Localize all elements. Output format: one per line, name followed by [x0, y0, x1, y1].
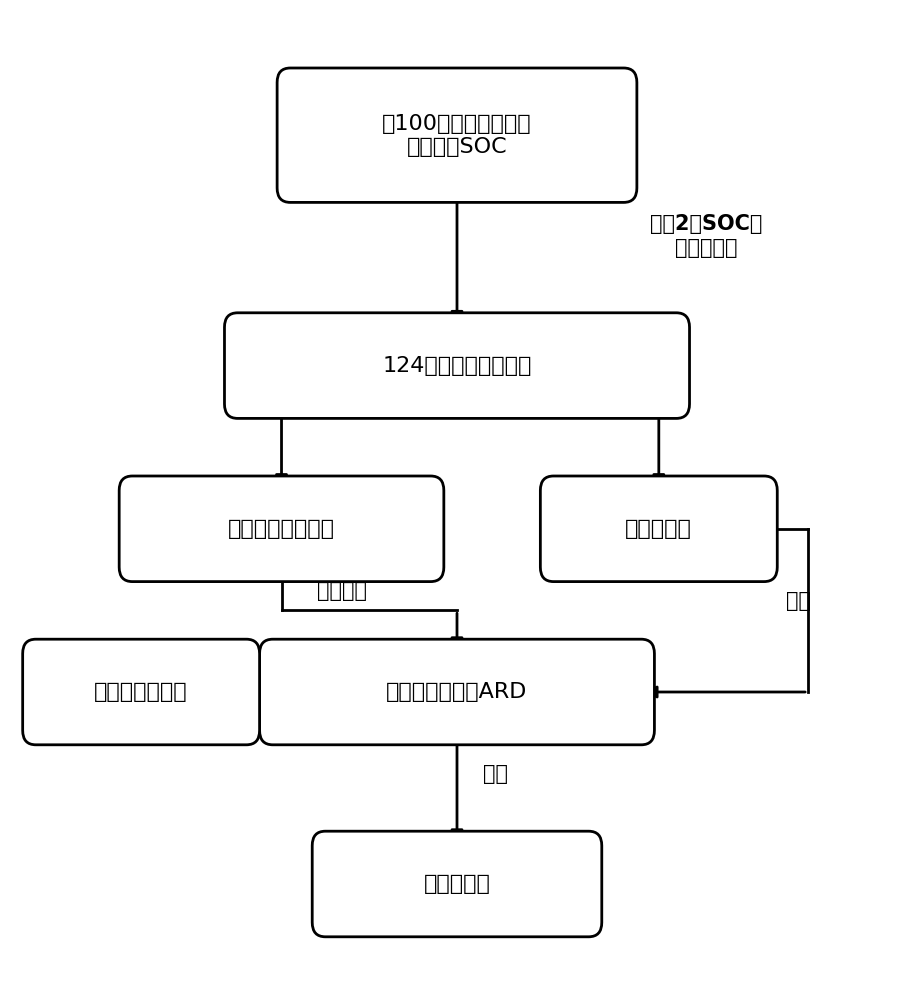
Text: 测试集特征: 测试集特征 — [625, 519, 692, 539]
Text: 测试集寿命: 测试集寿命 — [423, 874, 491, 894]
Text: 124块电池的方差特征: 124块电池的方差特征 — [382, 356, 532, 376]
Text: 模型训练: 模型训练 — [316, 581, 367, 601]
FancyBboxPatch shape — [277, 68, 637, 202]
FancyBboxPatch shape — [540, 476, 777, 582]
Text: 训练集特征和寿命: 训练集特征和寿命 — [228, 519, 335, 539]
Text: 预测: 预测 — [484, 764, 508, 784]
Text: 特征权重可视化: 特征权重可视化 — [94, 682, 188, 702]
Text: 高斯过程回归和ARD: 高斯过程回归和ARD — [387, 682, 527, 702]
FancyBboxPatch shape — [119, 476, 444, 582]
FancyBboxPatch shape — [225, 313, 689, 418]
FancyBboxPatch shape — [313, 831, 601, 937]
Text: 任意2个SOC做
差再求方差: 任意2个SOC做 差再求方差 — [650, 214, 762, 258]
FancyBboxPatch shape — [23, 639, 260, 745]
Text: 输入: 输入 — [786, 591, 811, 611]
FancyBboxPatch shape — [260, 639, 654, 745]
Text: 前100个充放电循环的
放电过程SOC: 前100个充放电循环的 放电过程SOC — [382, 114, 532, 157]
